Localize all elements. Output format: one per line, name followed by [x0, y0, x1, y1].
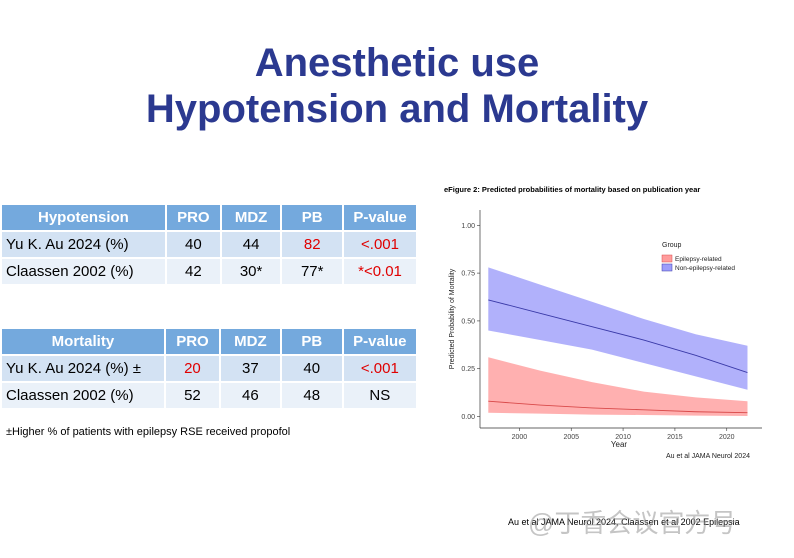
header-cell: PRO [163, 327, 222, 356]
table-cell: 20 [163, 354, 222, 383]
table-cell: 82 [280, 230, 345, 259]
header-cell: PB [279, 327, 344, 356]
legend-swatch [661, 263, 673, 272]
table-cell: 30* [219, 257, 283, 286]
title-line: Anesthetic use [254, 41, 540, 85]
table-cell: 77* [280, 257, 345, 286]
title-line: Hypotension and Mortality [145, 87, 649, 131]
y-tick-label: 0.75 [461, 271, 475, 278]
table-cell: 37 [219, 354, 282, 383]
chart: eFigure 2: Predicted probabilities of mo… [444, 185, 762, 460]
header-cell: PB [280, 203, 345, 232]
y-tick-label: 0.50 [461, 318, 475, 325]
table-cell: <.001 [342, 230, 418, 259]
header-cell: MDZ [219, 203, 283, 232]
hypotension-table: Hypotension PRO MDZ PB P-value Yu K. Au 2024 … [0, 203, 418, 286]
table-row: Claassen 2002 (%) 42 30* 77* *<0.01 [0, 257, 418, 286]
legend-label: Epilepsy-related [675, 256, 722, 263]
table-cell: 40 [164, 230, 222, 259]
x-tick-label: 2015 [667, 434, 683, 441]
table-cell: 48 [279, 381, 344, 410]
footnote: ±Higher % of patients with epilepsy RSE … [6, 426, 291, 438]
chart-note: Au et al JAMA Neurol 2024 [666, 453, 750, 460]
x-tick-label: 2000 [512, 434, 528, 441]
table-cell: Yu K. Au 2024 (%) [0, 230, 167, 259]
header-cell: P-value [342, 203, 418, 232]
y-tick-label: 1.00 [461, 223, 475, 230]
legend-title: Group [662, 242, 682, 249]
table-cell: 46 [219, 381, 282, 410]
legend-swatch [661, 254, 673, 263]
header-cell: Mortality [0, 327, 166, 356]
y-tick-label: 0.00 [461, 414, 475, 421]
confidence-band [488, 357, 748, 416]
mortality-table: Mortality PRO MDZ PB P-value Yu K. Au 2024 (%… [0, 327, 419, 410]
x-tick-label: 2020 [719, 434, 735, 441]
x-tick-label: 2005 [563, 434, 579, 441]
table-cell: Claassen 2002 (%) [0, 381, 166, 410]
header-row: Hypotension PRO MDZ PB P-value [0, 203, 418, 232]
table-row: Yu K. Au 2024 (%) 40 44 82 <.001 [0, 230, 418, 259]
header-cell: PRO [164, 203, 222, 232]
table-cell: <.001 [341, 354, 419, 383]
table-cell: 42 [164, 257, 222, 286]
citation: Au et al JAMA Neurol 2024, Claassen et a… [508, 517, 740, 527]
table-row: Yu K. Au 2024 (%) ±20 37 40 <.001 [0, 354, 419, 383]
table-cell: NS [341, 381, 419, 410]
header-cell: MDZ [219, 327, 282, 356]
series-line [488, 400, 748, 414]
header-cell: Hypotension [0, 203, 167, 232]
table-cell: 44 [219, 230, 283, 259]
table-row: Claassen 2002 (%) 52 46 48 NS [0, 381, 419, 410]
y-tick-label: 0.25 [461, 366, 475, 373]
chart-title: eFigure 2: Predicted probabilities of mo… [444, 185, 700, 194]
legend-label: Non-epilepsy-related [675, 265, 735, 272]
table-cell: 40 [279, 354, 344, 383]
table-cell: Yu K. Au 2024 (%) ± [0, 354, 166, 383]
table-cell: 52 [163, 381, 222, 410]
series-line [488, 299, 748, 373]
table-cell: Claassen 2002 (%) [0, 257, 167, 286]
watermark: @丁香会议官方号 [528, 508, 737, 538]
header-row: Mortality PRO MDZ PB P-value [0, 327, 419, 356]
x-axis-label: Year [611, 440, 628, 449]
confidence-band [488, 267, 748, 390]
y-axis-label: Predicted Probability of Mortality [449, 268, 456, 369]
header-cell: P-value [341, 327, 419, 356]
table-cell: *<0.01 [342, 257, 418, 286]
x-tick-label: 2010 [615, 434, 631, 441]
